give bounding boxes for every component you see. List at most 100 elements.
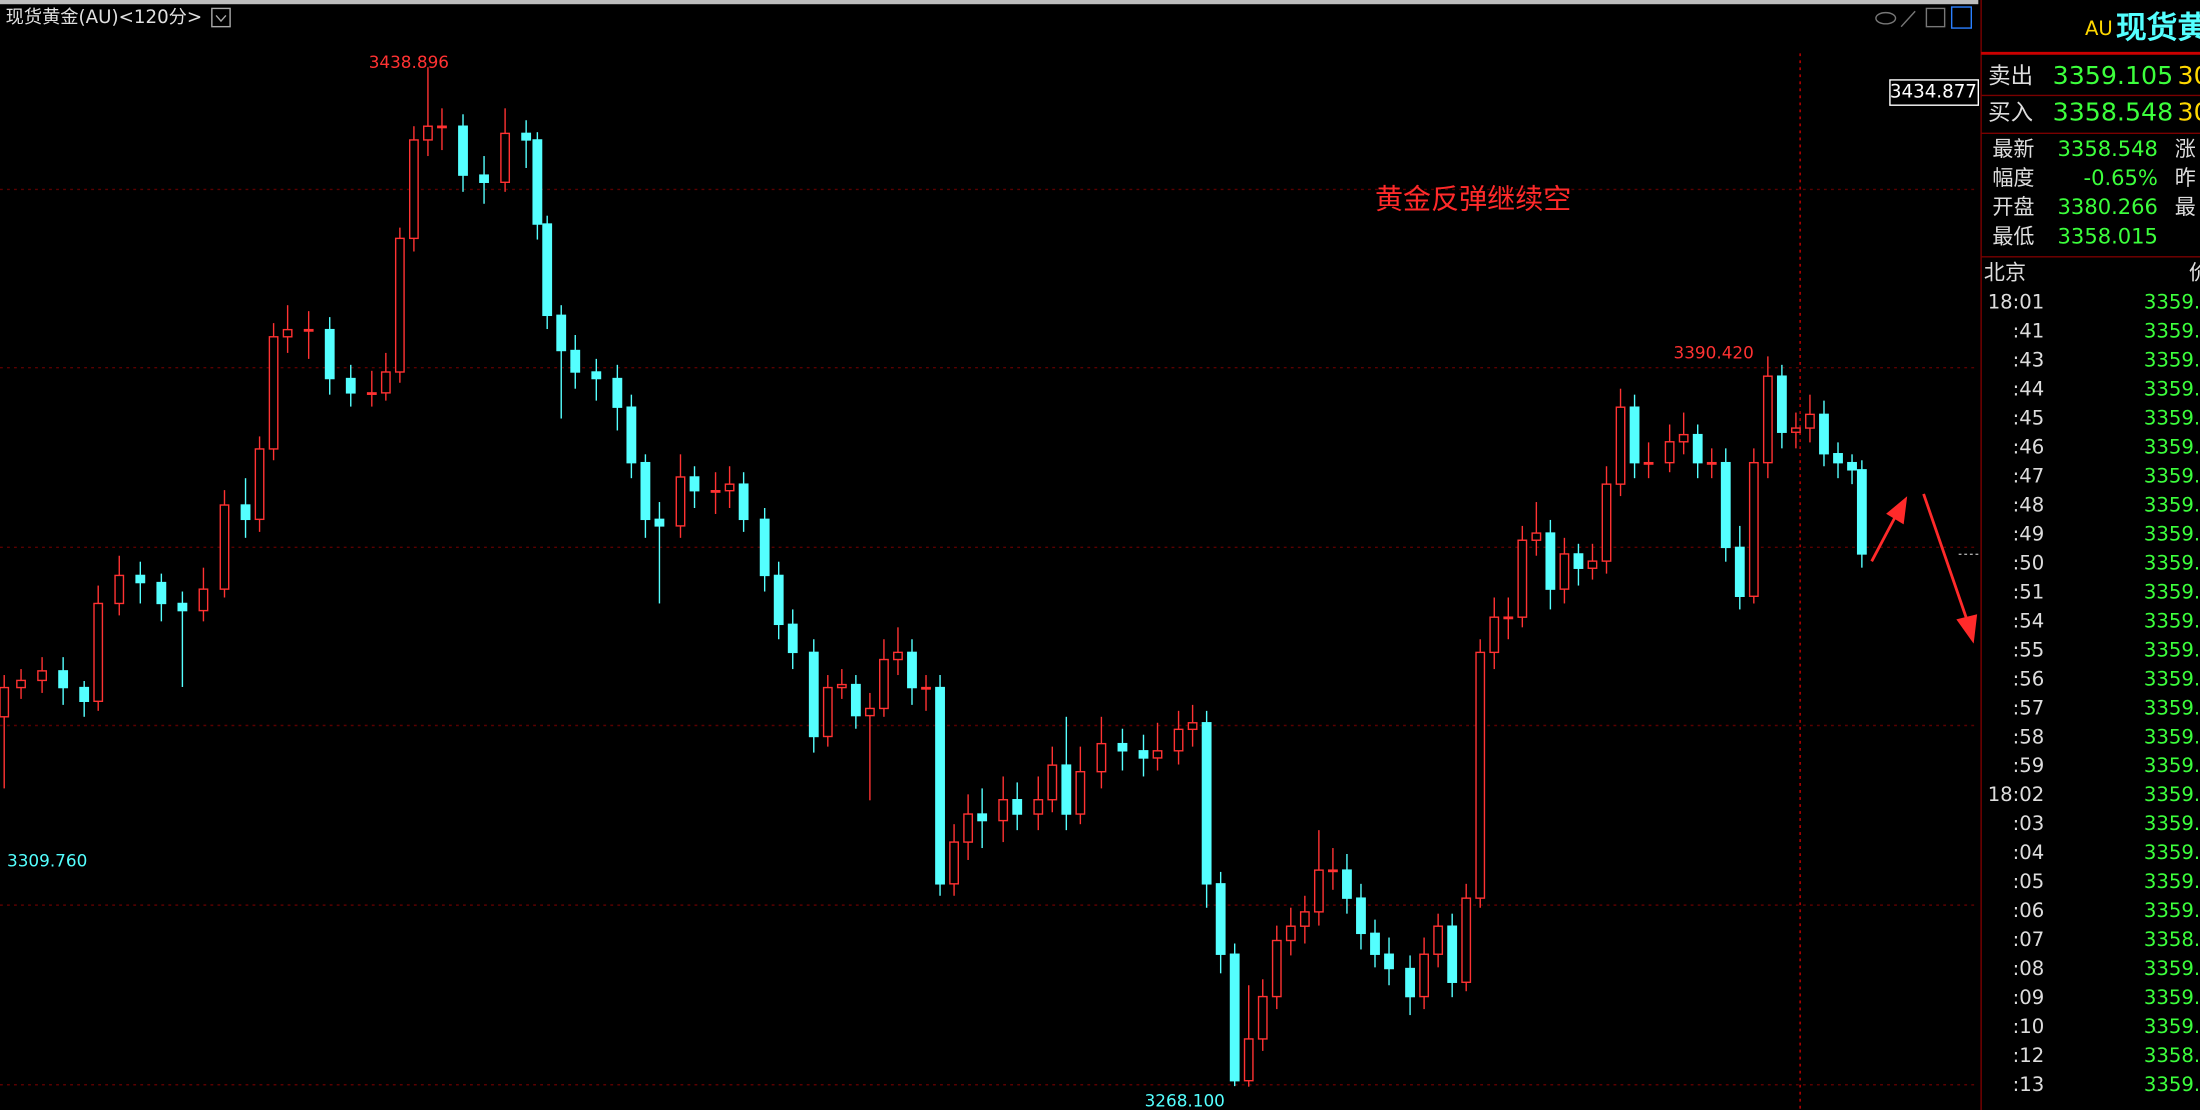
candle-body [1601,483,1612,562]
arrow-down [1922,493,1969,621]
panel-icon[interactable] [1950,6,1973,29]
tick-time: :50 [2013,551,2045,574]
stat-value: 3358.548 [2058,136,2158,161]
candle-body [1748,461,1759,597]
candle-body [156,581,167,605]
stat-value: -0.65% [2084,165,2158,190]
extreme-label: 3268.100 [1145,1091,1225,1110]
candle-body [907,651,917,689]
tick-time: :47 [2013,464,2045,487]
candle-body [675,476,686,527]
tick-time: 18:01 [1988,291,2045,314]
candle-body [1461,897,1472,983]
tick-price: 3359. [2144,783,2200,806]
candle-body [1313,869,1324,913]
candle-body [556,314,567,352]
candle-body [1257,995,1268,1040]
candle-body [1643,461,1654,465]
candle-body [254,448,265,521]
candle-body [998,799,1009,822]
candle-body [521,132,532,141]
candle-body [1819,413,1829,455]
candle-body [135,574,146,584]
candle-body [1629,406,1640,464]
crosshair-price: 3434.877 [1890,82,1977,103]
pen-icon[interactable] [1900,10,1916,28]
candle-body [458,125,468,176]
tick-price: 3359. [2144,696,2200,719]
eye-icon[interactable] [1875,11,1897,25]
tick-time: :05 [2013,870,2045,893]
tick-price: 3359. [2144,899,2200,922]
candle-body [1075,770,1086,815]
tick-price: 3358. [2144,1044,2200,1067]
candle-body [1692,433,1703,464]
tick-price: 3359. [2144,812,2200,835]
tick-time: :54 [2013,609,2045,632]
tick-price: 3359. [2144,464,2200,487]
candle-body [345,377,356,394]
arrow-up [1870,512,1899,562]
candle-body [219,504,230,590]
candle-body [1117,742,1128,752]
tick-price: 3359. [2144,349,2200,372]
candle-body [724,483,735,492]
candle-body [893,651,903,661]
candle-body [1517,539,1528,618]
candle-body [1573,553,1584,569]
tick-time: :45 [2013,407,2045,430]
candle-body [1173,728,1184,752]
tick-time: :57 [2013,696,2045,719]
tick-price: 3359. [2144,1015,2200,1038]
candle-body [921,686,931,690]
tick-price: 3359. [2144,378,2200,401]
tick-price: 3359. [2144,551,2200,574]
symbol-name: 现货黄 [2116,10,2200,46]
tick-price: 3358. [2144,928,2200,951]
candle-body [1833,453,1843,464]
candle-body [1243,1038,1254,1082]
candle-body [591,371,602,380]
candle-body [58,670,69,689]
candle-body [935,686,945,885]
candle-body [1285,925,1296,942]
tick-time: :48 [2013,493,2045,516]
candle-body [1370,932,1380,955]
period-dropdown[interactable] [211,7,231,28]
tick-time: 18:02 [1988,783,2045,806]
candle-body [1419,953,1430,998]
stat-label: 最新 [1992,136,2034,161]
candle-body [759,518,770,577]
tick-price: 3359. [2144,725,2200,748]
candle-body [366,392,377,395]
layout-icon[interactable] [1925,7,1946,28]
candle-body [864,707,875,717]
tick-price: 3359. [2144,667,2200,690]
candle-body [1856,469,1867,555]
candle-body [1664,441,1675,464]
tick-time: :56 [2013,667,2045,690]
candle-body [1229,953,1240,1082]
candle-body [437,125,447,129]
tick-time: :44 [2013,378,2045,401]
stat-label: 幅度 [1992,165,2034,190]
tick-time: :08 [2013,957,2045,980]
tick-time: :49 [2013,522,2045,545]
candle-body [808,651,819,738]
tick-price: 3359. [2144,638,2200,661]
candle-body [1847,461,1857,471]
candle-body [1678,433,1689,443]
candle-body [1503,616,1514,620]
candle-body [963,813,974,843]
candle-body [787,623,798,654]
tick-time: :41 [2013,320,2045,343]
candle-body [16,679,26,689]
candle-body [738,483,749,521]
candle-body [1805,413,1815,429]
candle-body [1384,953,1394,970]
tick-time: :04 [2013,841,2045,864]
candle-body [394,237,405,373]
candle-body [836,683,847,689]
crosshair-price-box [1889,79,1980,106]
analysis-note: 黄金反弹继续空 [1375,183,1571,216]
